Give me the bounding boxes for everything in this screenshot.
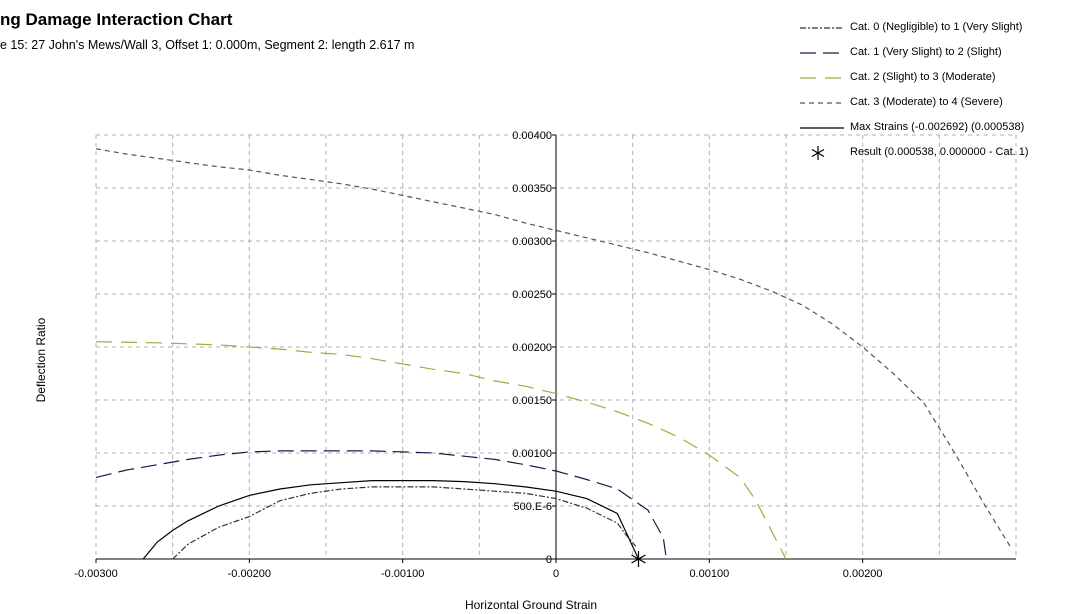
- legend-label: Max Strains (-0.002692) (0.000538): [850, 121, 1025, 133]
- series-line-1: [95, 450, 667, 560]
- y-tick-label: 0.00250: [512, 289, 552, 301]
- x-axis-label: Horizontal Ground Strain: [0, 598, 1082, 612]
- chart-title: ng Damage Interaction Chart: [0, 10, 233, 29]
- chart-subtitle: e 15: 27 John's Mews/Wall 3, Offset 1: 0…: [0, 38, 415, 52]
- legend-asterisk-stroke: [811, 148, 825, 158]
- legend-label: Cat. 3 (Moderate) to 4 (Severe): [850, 96, 1003, 108]
- y-tick-label: 0: [546, 554, 552, 566]
- series-line-2: [95, 341, 787, 560]
- chart-ticks: -0.00300 -0.00200 -0.00100 0 0.00100 0.00200 0…: [74, 130, 882, 580]
- x-tick-label: -0.00200: [228, 568, 271, 580]
- legend-swatch: [800, 27, 844, 29]
- y-axis-label: Deflection Ratio: [34, 317, 48, 403]
- y-tick-label: 0.00300: [512, 236, 552, 248]
- x-tick-label: -0.00300: [74, 568, 117, 580]
- x-tick-label: 0.00200: [843, 568, 883, 580]
- legend-swatch: [800, 77, 844, 79]
- chart-series: [95, 148, 1012, 567]
- x-axis-label-text: Horizontal Ground Strain: [464, 598, 598, 612]
- legend-swatch: [800, 127, 844, 129]
- x-tick-label: -0.00100: [381, 568, 424, 580]
- series-line-3: [95, 148, 1012, 549]
- legend-label: Result (0.000538, 0.000000 - Cat. 1): [850, 146, 1029, 158]
- legend-swatch: [811, 146, 825, 160]
- y-tick-label: 0.00350: [512, 183, 552, 195]
- legend-label: Cat. 1 (Very Slight) to 2 (Slight): [850, 46, 1002, 58]
- y-tick-label: 0.00100: [512, 448, 552, 460]
- y-tick-label: 0.00200: [512, 342, 552, 354]
- result-marker: [631, 551, 646, 567]
- x-tick-label: 0.00100: [689, 568, 729, 580]
- legend-swatch: [800, 102, 844, 104]
- x-tick-label: 0: [553, 568, 559, 580]
- y-tick-label: 500.E-6: [513, 501, 552, 513]
- legend-swatch: [800, 52, 844, 54]
- legend-label: Cat. 0 (Negligible) to 1 (Very Slight): [850, 21, 1023, 33]
- result-marker-stroke: [631, 554, 646, 564]
- series-line-4: [142, 480, 640, 560]
- legend-label: Cat. 2 (Slight) to 3 (Moderate): [850, 71, 996, 83]
- y-tick-label: 0.00150: [512, 395, 552, 407]
- y-tick-label: 0.00400: [512, 130, 552, 142]
